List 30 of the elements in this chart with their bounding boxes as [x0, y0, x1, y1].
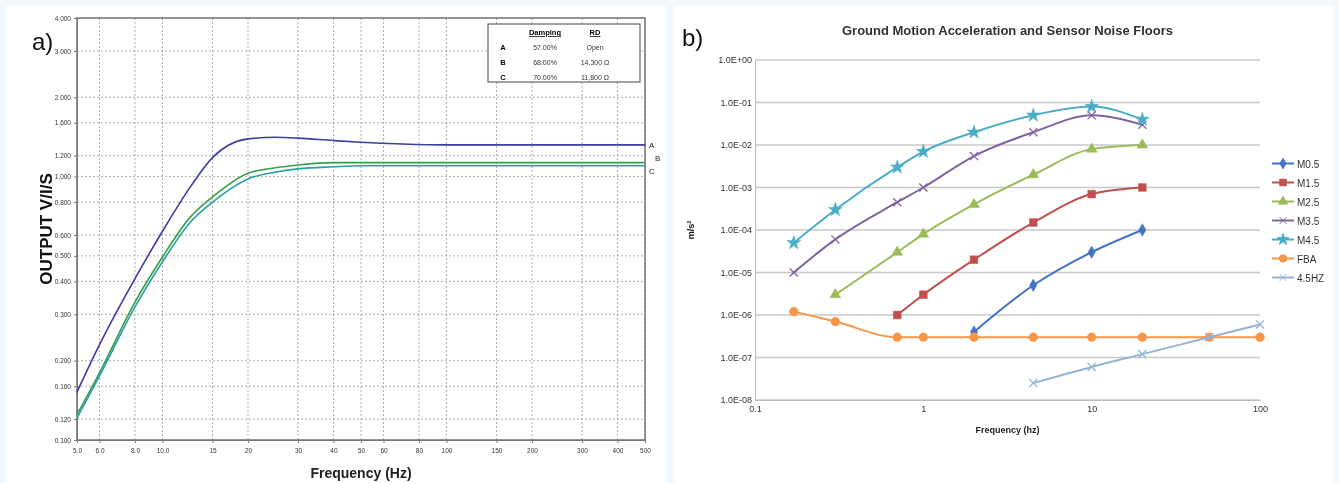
y-tick-label: 1.0E-03: [720, 182, 752, 193]
x-tick-label: 10: [1087, 404, 1098, 414]
chart-title: Ground Motion Acceleration and Sensor Noise Floors: [841, 23, 1174, 38]
text: a): [32, 28, 54, 55]
y-tick-label: 1.0E-07: [720, 352, 752, 363]
x-axis-title: Frequency (Hz): [310, 465, 412, 481]
y-axis-title: OUTPUT V/I/S: [37, 173, 56, 285]
legend-label: 4.5HZ: [1297, 272, 1325, 284]
y-tick-label: 1.0E-05: [720, 267, 752, 278]
y-axis-title: m/s²: [686, 220, 696, 240]
legend-label: FBA: [1297, 253, 1317, 265]
legend-label: M0.5: [1297, 158, 1320, 170]
x-axis-title: Frequency (hz): [975, 425, 1040, 435]
y-tick-label: 1.0E-08: [720, 395, 752, 406]
y-tick-label: 1.0E-01: [720, 97, 752, 108]
series-label: B: [655, 153, 661, 163]
legend-label: M1.5: [1297, 177, 1320, 189]
y-tick-label: 1.0E-02: [720, 140, 752, 151]
legend-label: M3.5: [1297, 215, 1320, 227]
series-label: A: [649, 140, 655, 150]
x-tick-label: 1: [921, 404, 927, 414]
y-tick-label: 1.0E-06: [720, 310, 752, 321]
y-tick-label: 1.0E+00: [718, 55, 752, 66]
x-tick-label: 100: [1252, 404, 1269, 414]
text: b): [682, 24, 704, 51]
x-tick-label: 0.1: [749, 404, 762, 414]
series-label: C: [649, 166, 655, 176]
y-tick-label: 1.0E-04: [720, 225, 752, 236]
legend-label: M4.5: [1297, 234, 1320, 246]
legend-label: M2.5: [1297, 196, 1320, 208]
